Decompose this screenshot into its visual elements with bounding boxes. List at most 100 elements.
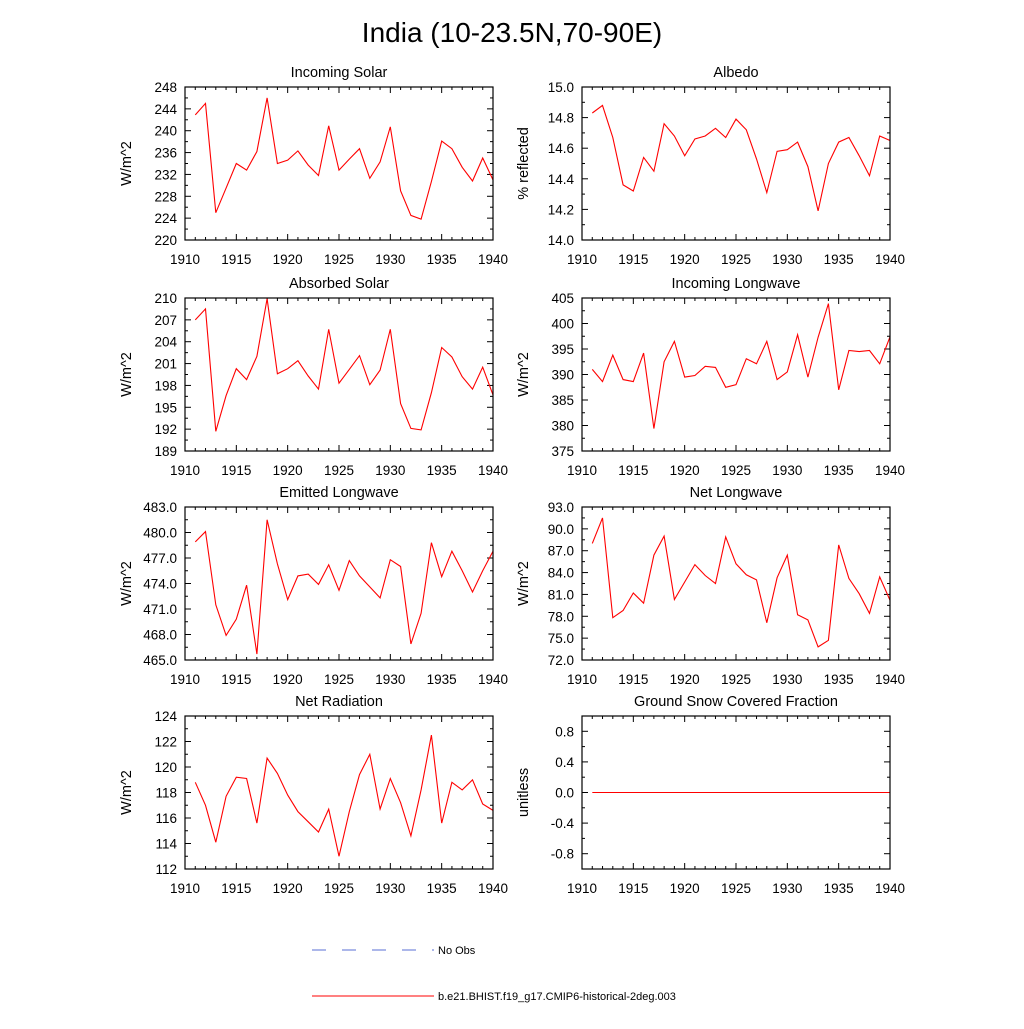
panel-title: Incoming Longwave [672,276,801,292]
plot-frame [581,86,891,241]
series-line [194,519,494,655]
panel-title: Albedo [713,65,758,81]
x-tick-label: 1935 [824,672,854,687]
x-tick-label: 1915 [221,252,251,267]
series-line [194,734,494,857]
x-tick-label: 1940 [478,463,508,478]
y-tick-label: 0.0 [555,786,574,801]
legend-label: b.e21.BHIST.f19_g17.CMIP6-historical-2de… [438,991,676,1003]
x-tick-label: 1920 [273,463,303,478]
y-tick-label: 118 [155,786,177,801]
x-tick-label: 1935 [824,252,854,267]
y-tick-label: 395 [551,342,574,357]
x-tick-label: 1925 [721,881,751,896]
y-tick-label: 122 [154,735,177,750]
x-tick-label: 1920 [670,463,700,478]
series-line [194,298,494,432]
panel-title: Net Longwave [690,485,783,501]
y-tick-label: 116 [155,811,177,826]
y-tick-label: 75.0 [548,631,574,646]
x-tick-label: 1915 [618,463,648,478]
x-tick-label: 1910 [170,881,200,896]
y-tick-label: 14.8 [548,111,574,126]
y-tick-label: 112 [155,862,177,877]
x-tick-label: 1915 [618,252,648,267]
plot-frame [581,506,891,661]
y-tick-label: 220 [154,233,177,248]
y-tick-label: 120 [154,760,177,775]
plot-frame [581,297,891,452]
y-axis-label: unitless [516,768,532,817]
y-tick-label: 471.0 [143,602,177,617]
y-tick-label: 385 [551,393,574,408]
y-tick-label: 477.0 [143,551,177,566]
x-tick-label: 1925 [324,252,354,267]
panel-title: Net Radiation [295,694,383,710]
panel-title: Absorbed Solar [289,276,389,292]
y-tick-label: 240 [154,124,177,139]
x-tick-label: 1930 [772,881,802,896]
y-tick-label: 14.2 [548,202,574,217]
panel-absorbed-solar: Absorbed Solar W/m^2 1910 1915 1920 1925 1930 1… [119,276,508,478]
y-axis-label: W/m^2 [119,141,135,186]
series-line [591,303,891,429]
x-tick-label: 1930 [772,672,802,687]
x-tick-label: 1940 [478,252,508,267]
x-tick-label: 1925 [721,252,751,267]
y-tick-label: 204 [154,335,177,350]
x-tick-label: 1920 [670,252,700,267]
y-tick-label: 0.8 [555,724,574,739]
y-tick-label: 480.0 [143,526,177,541]
y-tick-label: 14.0 [548,233,574,248]
x-tick-label: 1925 [721,672,751,687]
panel-albedo: Albedo % reflected 1910 1915 1920 1925 1930 193… [516,65,905,267]
plot-frame [184,86,494,241]
panel-net-radiation: Net Radiation W/m^2 1910 1915 1920 1925 1930 19… [119,694,508,896]
x-tick-label: 1910 [567,463,597,478]
y-tick-label: 114 [155,837,177,852]
y-tick-label: 14.6 [548,141,574,156]
x-tick-label: 1935 [824,881,854,896]
x-tick-label: 1915 [221,672,251,687]
y-tick-label: -0.4 [551,816,575,831]
y-tick-label: 0.4 [555,755,574,770]
y-axis-label: W/m^2 [119,561,135,606]
y-tick-label: 468.0 [143,628,177,643]
legend-item: No Obs [312,945,476,957]
y-axis-label: W/m^2 [516,561,532,606]
y-axis-label: W/m^2 [119,770,135,815]
y-tick-label: 210 [154,291,177,306]
y-tick-label: 90.0 [548,522,574,537]
y-tick-label: 81.0 [548,587,574,602]
y-tick-label: 483.0 [143,500,177,515]
series-line [194,97,494,220]
x-tick-label: 1935 [427,252,457,267]
y-tick-label: 201 [154,357,177,372]
y-tick-label: 15.0 [548,80,574,95]
x-tick-label: 1910 [567,672,597,687]
x-tick-label: 1940 [875,463,905,478]
plot-frame [184,506,494,661]
x-tick-label: 1930 [375,252,405,267]
y-tick-label: 228 [154,189,177,204]
x-tick-label: 1920 [273,252,303,267]
y-tick-label: -0.8 [551,847,574,862]
y-tick-label: 14.4 [548,172,575,187]
x-tick-label: 1930 [375,672,405,687]
x-tick-label: 1935 [427,881,457,896]
x-tick-label: 1920 [670,672,700,687]
x-tick-label: 1915 [618,881,648,896]
x-tick-label: 1910 [170,672,200,687]
series-line [591,104,891,212]
panel-emitted-longwave: Emitted Longwave W/m^2 1910 1915 1920 1925 193… [119,485,508,687]
x-tick-label: 1925 [324,672,354,687]
x-tick-label: 1920 [273,881,303,896]
panel-incoming-longwave: Incoming Longwave W/m^2 1910 1915 1920 1925 19… [516,276,905,478]
x-tick-label: 1935 [427,672,457,687]
series-line [591,517,891,648]
x-tick-label: 1925 [721,463,751,478]
x-tick-label: 1940 [478,881,508,896]
panels: Incoming Solar W/m^2 1910 1915 1920 1925 1930 1… [119,65,905,896]
figure-title: India (10-23.5N,70-90E) [362,17,662,48]
